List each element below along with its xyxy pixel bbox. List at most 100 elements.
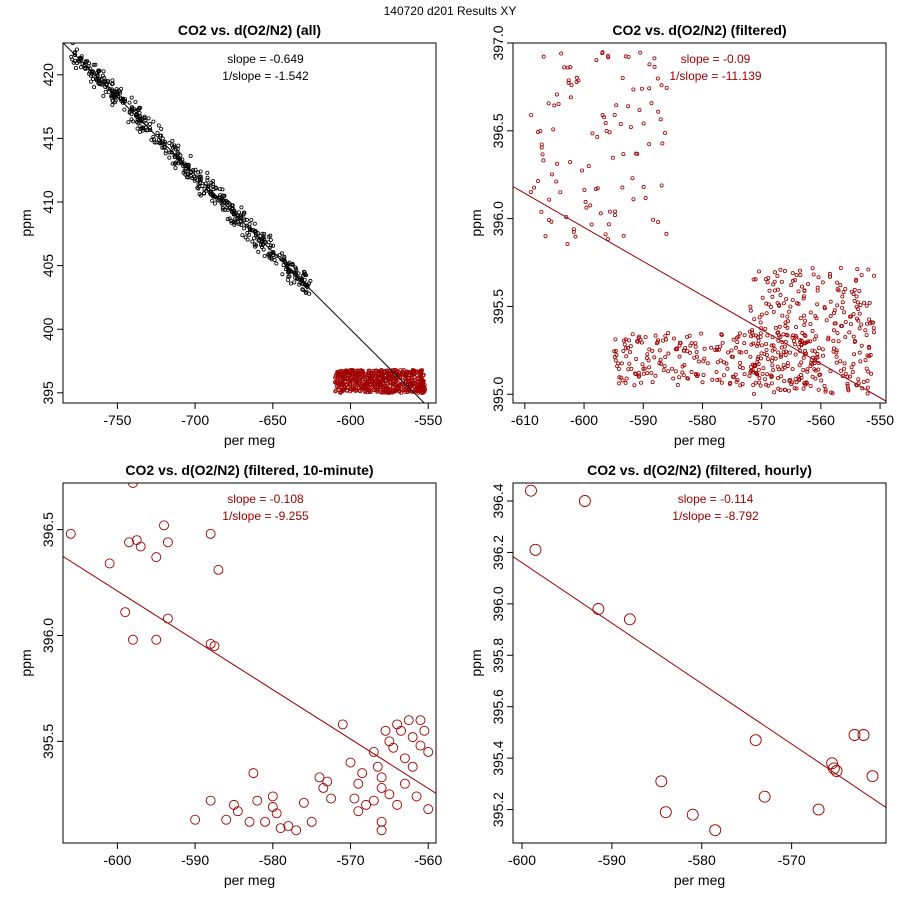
- data-point: [700, 380, 705, 385]
- data-point: [387, 380, 392, 385]
- data-point: [334, 381, 339, 386]
- data-point: [671, 376, 676, 381]
- data-point: [253, 233, 258, 238]
- data-point: [693, 341, 698, 346]
- data-point: [99, 82, 104, 87]
- data-point: [135, 541, 146, 552]
- data-point: [820, 280, 825, 285]
- data-point: [382, 369, 387, 374]
- x-tick-label: -590: [598, 852, 626, 868]
- data-point: [835, 303, 840, 308]
- x-axis-label: per meg: [224, 872, 275, 888]
- data-point: [389, 377, 394, 382]
- data-point: [848, 374, 853, 379]
- data-point: [749, 334, 754, 339]
- data-point: [343, 369, 348, 374]
- data-point: [682, 363, 687, 368]
- data-point: [207, 189, 212, 194]
- data-point: [381, 374, 386, 379]
- data-point: [852, 352, 857, 357]
- data-point: [828, 299, 833, 304]
- data-point: [406, 388, 411, 393]
- data-point: [749, 342, 754, 347]
- data-point: [659, 83, 664, 88]
- data-point: [814, 334, 819, 339]
- data-point: [380, 725, 391, 736]
- data-point: [647, 62, 652, 67]
- data-point: [220, 202, 225, 207]
- data-point: [812, 803, 825, 816]
- data-point: [245, 237, 250, 242]
- data-point: [131, 119, 136, 124]
- data-point: [859, 343, 864, 348]
- data-point: [765, 333, 770, 338]
- data-point: [627, 361, 632, 366]
- data-point: [836, 288, 841, 293]
- data-point: [176, 151, 181, 156]
- data-point: [550, 172, 555, 177]
- data-point: [793, 334, 798, 339]
- data-point: [781, 363, 786, 368]
- data-point: [783, 320, 788, 325]
- data-point: [763, 377, 768, 382]
- data-point: [399, 371, 404, 376]
- data-point: [297, 282, 302, 287]
- data-point: [801, 355, 806, 360]
- data-point: [274, 253, 279, 258]
- data-point: [385, 381, 390, 386]
- chart-filtered-10-minute: CO2 vs. d(O2/N2) (filtered, 10-minute) sl…: [18, 462, 442, 888]
- data-point: [392, 384, 397, 389]
- data-point: [663, 333, 668, 338]
- data-point: [643, 335, 648, 340]
- annotation-line: slope = -0.108: [227, 492, 304, 506]
- data-point: [839, 368, 844, 373]
- x-tick-label: -600: [103, 852, 131, 868]
- data-point: [602, 115, 607, 120]
- data-point: [606, 222, 611, 227]
- data-point: [248, 768, 259, 779]
- data-point: [866, 770, 879, 783]
- data-point: [796, 301, 801, 306]
- data-point: [758, 356, 763, 361]
- data-point: [617, 375, 622, 380]
- plot-area: [63, 483, 436, 836]
- data-point: [867, 317, 872, 322]
- data-point: [851, 292, 856, 297]
- data-point: [861, 379, 866, 384]
- data-point: [869, 320, 874, 325]
- data-point: [785, 314, 790, 319]
- data-point: [370, 380, 375, 385]
- data-point: [865, 353, 870, 358]
- data-point: [838, 283, 843, 288]
- data-point: [266, 240, 271, 245]
- data-point: [361, 387, 366, 392]
- x-tick-label: -600: [508, 852, 536, 868]
- data-point: [783, 353, 788, 358]
- data-point: [797, 363, 802, 368]
- data-point: [227, 216, 232, 221]
- x-tick-label: -590: [181, 852, 209, 868]
- data-point: [854, 277, 859, 282]
- data-point: [124, 537, 135, 548]
- data-point: [170, 143, 175, 148]
- data-point: [376, 372, 381, 377]
- data-point: [748, 354, 753, 359]
- data-point: [280, 272, 285, 277]
- data-point: [751, 391, 756, 396]
- data-point: [656, 220, 661, 225]
- data-point: [779, 279, 784, 284]
- data-point: [598, 211, 603, 216]
- data-point: [731, 337, 736, 342]
- data-point: [205, 170, 210, 175]
- data-point: [826, 757, 839, 770]
- data-point: [353, 778, 364, 789]
- data-point: [821, 353, 826, 358]
- data-point: [714, 370, 719, 375]
- data-point: [407, 375, 412, 380]
- data-point: [368, 377, 373, 382]
- data-point: [616, 367, 621, 372]
- data-point: [407, 761, 418, 772]
- data-point: [802, 333, 807, 338]
- data-point: [776, 330, 781, 335]
- data-point: [558, 190, 563, 195]
